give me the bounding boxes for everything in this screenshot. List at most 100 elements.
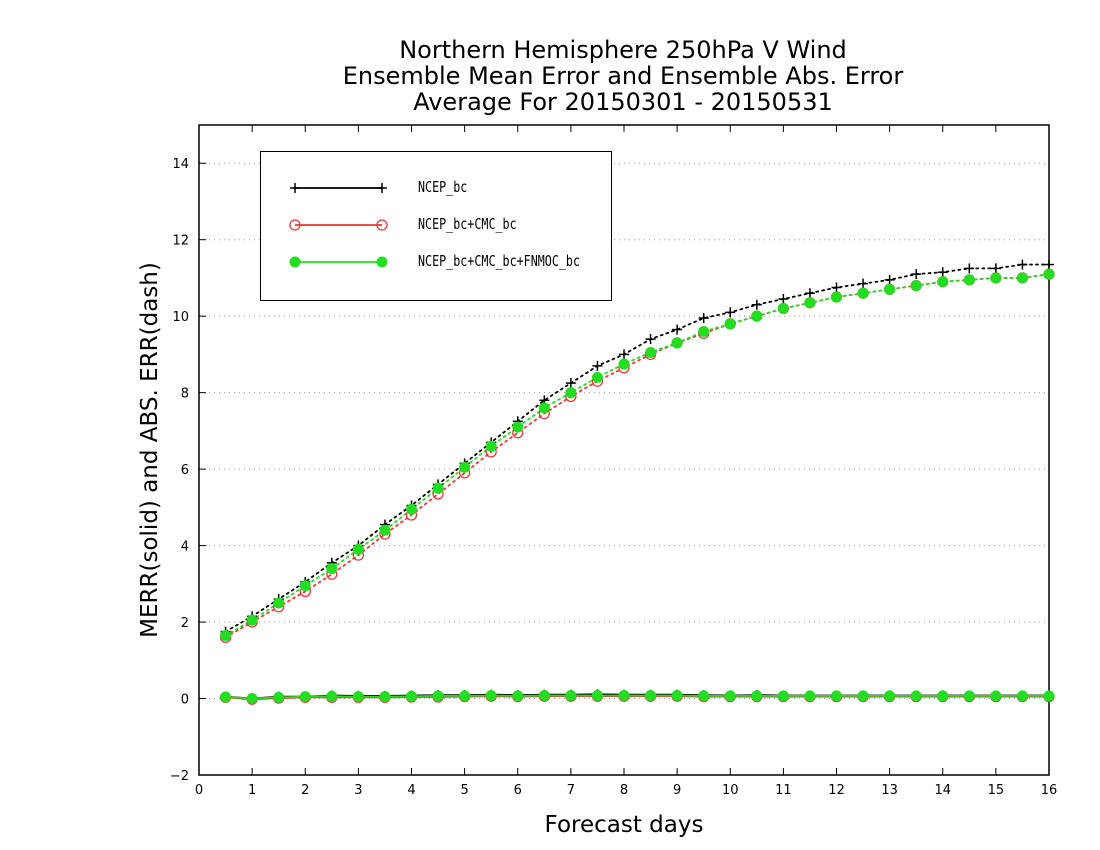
series-2-mean-err-point bbox=[671, 689, 683, 701]
series-2-mean-err-point bbox=[698, 690, 710, 702]
series-2-mean-err-point bbox=[220, 691, 232, 703]
x-tick-label: 6 bbox=[514, 783, 522, 798]
series-2-abs-err-line bbox=[224, 273, 1050, 637]
series-2-mean-err-point bbox=[804, 690, 816, 702]
series-2-abs-err-point bbox=[432, 482, 444, 494]
series-2-mean-err-point bbox=[937, 690, 949, 702]
series-2-abs-err-point bbox=[777, 303, 789, 315]
series-2-abs-err-point bbox=[485, 440, 497, 452]
series-0-abs-err-point bbox=[619, 349, 629, 360]
series-0-abs-err-point bbox=[592, 360, 603, 371]
series-2-mean-err-point bbox=[645, 689, 657, 701]
series-2-mean-err-point bbox=[538, 689, 550, 701]
series-2-abs-err-point bbox=[565, 387, 577, 399]
y-tick-label: 10 bbox=[172, 310, 189, 325]
series-2-mean-err-point bbox=[1043, 690, 1055, 702]
y-tick-label: 12 bbox=[172, 234, 189, 249]
series-2-mean-err-point bbox=[831, 690, 842, 702]
series-2-abs-err-point bbox=[406, 503, 417, 515]
series-2-abs-err-point bbox=[618, 358, 630, 370]
x-tick-label: 1 bbox=[248, 783, 256, 798]
series-2-mean-err-point bbox=[379, 691, 391, 703]
series-2-mean-err-point bbox=[963, 690, 975, 702]
legend-label-ncep-cmc: NCEP_bc+CMC_bc bbox=[418, 215, 517, 233]
series-2-abs-err-point bbox=[751, 310, 763, 322]
series-0-abs-err-point bbox=[725, 307, 736, 318]
series-2-abs-err-point bbox=[352, 543, 364, 555]
series-2-mean-err-point bbox=[777, 690, 789, 702]
series-2-mean-err-point bbox=[459, 690, 471, 702]
series-2-mean-err-point bbox=[857, 690, 869, 702]
x-axis-label: Forecast days bbox=[544, 812, 704, 838]
series-2-abs-err-point bbox=[246, 614, 258, 626]
series-2-abs-err-point bbox=[698, 325, 710, 337]
y-tick-label: 4 bbox=[181, 540, 189, 555]
legend-label-ncep-bc: NCEP_bc bbox=[418, 178, 468, 196]
series-0-abs-err-point bbox=[804, 288, 815, 299]
series-2-mean-err-point bbox=[246, 693, 258, 705]
series-2-mean-err-point bbox=[299, 691, 311, 703]
x-tick-label: 12 bbox=[828, 783, 845, 798]
series-2-abs-err-point bbox=[990, 272, 1002, 284]
title-line-2: Ensemble Mean Error and Ensemble Abs. Er… bbox=[342, 62, 904, 90]
series-0-abs-err-point bbox=[964, 263, 975, 274]
series-2-abs-err-point bbox=[538, 402, 550, 414]
x-tick-label: 4 bbox=[407, 783, 415, 798]
y-axis-label: MERR(solid) and ABS. ERR(dash) bbox=[137, 262, 163, 638]
series-2-abs-err-point bbox=[273, 597, 285, 609]
series-0-abs-err-line bbox=[224, 263, 1050, 633]
y-tick-label: 0 bbox=[181, 693, 189, 708]
series-2-abs-err-point bbox=[1043, 268, 1055, 280]
y-tick-label: 6 bbox=[181, 463, 189, 478]
series-0-abs-err-point bbox=[672, 324, 683, 335]
series-2-mean-err-point bbox=[485, 689, 497, 701]
series-0-abs-err-point bbox=[698, 313, 709, 324]
title-line-3: Average For 20150301 - 20150531 bbox=[413, 88, 833, 116]
x-tick-label: 8 bbox=[620, 783, 628, 798]
series-2-mean-err-point bbox=[724, 690, 736, 702]
y-tick-label: 8 bbox=[181, 387, 189, 402]
series-2-mean-err-point bbox=[990, 690, 1002, 702]
series-2-mean-err-point bbox=[1016, 690, 1028, 702]
series-2-abs-err-point bbox=[512, 421, 524, 433]
series-2-mean-err-point bbox=[910, 690, 922, 702]
series-2-abs-err-point bbox=[645, 347, 657, 358]
series-0-abs-err-point bbox=[645, 334, 656, 345]
series-2-abs-err-point bbox=[1016, 272, 1028, 284]
y-tick-label: −2 bbox=[170, 769, 189, 784]
series-2-abs-err-point bbox=[459, 461, 471, 473]
series-0-abs-err-point bbox=[911, 269, 922, 280]
series-2-abs-err-point bbox=[591, 371, 603, 383]
x-tick-label: 9 bbox=[673, 783, 681, 798]
x-tick-label: 7 bbox=[567, 783, 575, 798]
legend bbox=[260, 151, 612, 301]
series-0-abs-err-point bbox=[1044, 259, 1054, 270]
series-2-mean-err-point bbox=[352, 691, 364, 703]
series-2-mean-err-point bbox=[565, 689, 577, 701]
x-tick-label: 16 bbox=[1041, 783, 1058, 798]
x-tick-label: 0 bbox=[195, 783, 203, 798]
x-tick-label: 2 bbox=[301, 783, 309, 798]
x-tick-label: 14 bbox=[934, 783, 951, 798]
series-2-abs-err-point bbox=[963, 274, 975, 286]
series-2-abs-err-point bbox=[299, 580, 311, 592]
series-2-abs-err-point bbox=[804, 297, 816, 309]
series-2-abs-err-point bbox=[220, 629, 232, 641]
series-0-abs-err-point bbox=[565, 378, 576, 389]
title-line-1: Northern Hemisphere 250hPa V Wind bbox=[399, 36, 847, 64]
y-tick-label: 2 bbox=[181, 616, 189, 631]
series-1-abs-err-line bbox=[224, 273, 1050, 639]
x-tick-label: 3 bbox=[354, 783, 362, 798]
x-tick-label: 15 bbox=[988, 783, 1005, 798]
series-2-abs-err-point bbox=[671, 337, 683, 349]
series-2-abs-err-point bbox=[857, 287, 869, 299]
series-2-mean-err-point bbox=[326, 690, 338, 702]
legend-label-ncep-cmc-fnmoc: NCEP_bc+CMC_bc+FNMOC_bc bbox=[418, 252, 581, 270]
x-tick-label: 11 bbox=[775, 783, 792, 798]
series-0-abs-err-point bbox=[858, 278, 869, 289]
series-2-abs-err-point bbox=[326, 563, 338, 575]
series-0-abs-err-point bbox=[751, 299, 762, 310]
series-2-abs-err-point bbox=[910, 280, 922, 292]
series-2-mean-err-point bbox=[273, 691, 285, 703]
